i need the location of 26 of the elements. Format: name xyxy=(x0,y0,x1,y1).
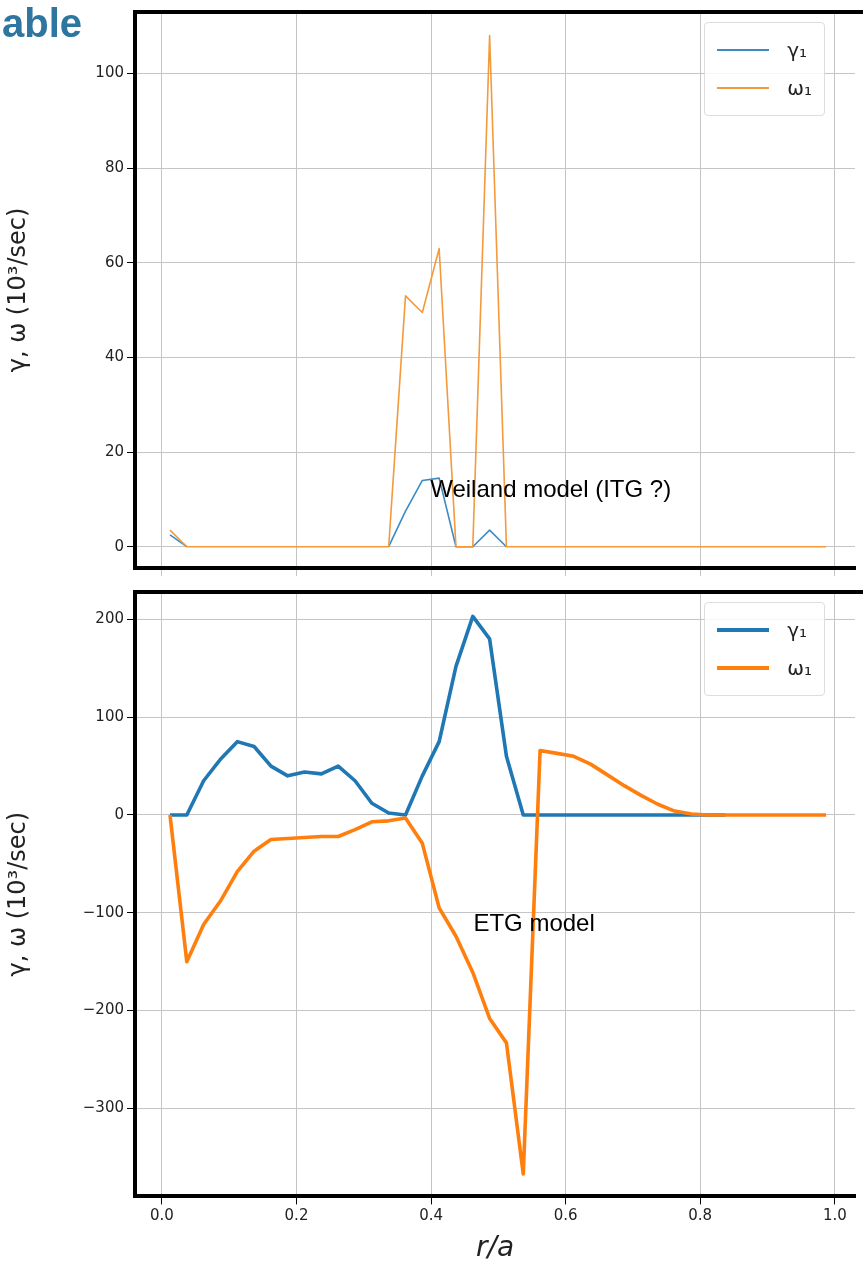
y-tick-label: −200 xyxy=(82,1000,124,1019)
x-tick-label: 0.4 xyxy=(419,1206,443,1225)
y-axis-title: γ, ω (10³/sec) xyxy=(2,207,31,373)
y-tick-label: 0 xyxy=(114,804,124,823)
x-tick-label: 0.0 xyxy=(149,1206,174,1225)
y-tick-label: 0 xyxy=(114,536,124,555)
y-tick-label: 20 xyxy=(104,441,124,460)
legend-label: ω₁ xyxy=(787,76,812,100)
x-tick-label: 0.8 xyxy=(688,1206,713,1225)
y-tick-label: 60 xyxy=(104,252,124,271)
y-tick-label: 200 xyxy=(95,609,124,628)
y-tick-label: 80 xyxy=(104,158,124,177)
y-tick-label: 100 xyxy=(95,707,124,726)
y-axis-title: γ, ω (10³/sec) xyxy=(2,811,31,977)
legend-label: γ₁ xyxy=(787,38,808,62)
y-tick-label: 40 xyxy=(104,347,124,366)
y-tick-label: −100 xyxy=(82,902,124,921)
y-tick-label: 100 xyxy=(95,63,124,82)
x-tick-label: 0.6 xyxy=(553,1206,578,1225)
y-tick-label: −300 xyxy=(82,1098,124,1117)
x-axis-title: r/a xyxy=(475,1230,515,1264)
chart-title: able xyxy=(2,0,83,46)
x-tick-label: 1.0 xyxy=(822,1206,847,1225)
legend-label: ω₁ xyxy=(787,656,812,680)
x-tick-label: 0.2 xyxy=(284,1206,309,1225)
legend-label: γ₁ xyxy=(787,618,808,642)
